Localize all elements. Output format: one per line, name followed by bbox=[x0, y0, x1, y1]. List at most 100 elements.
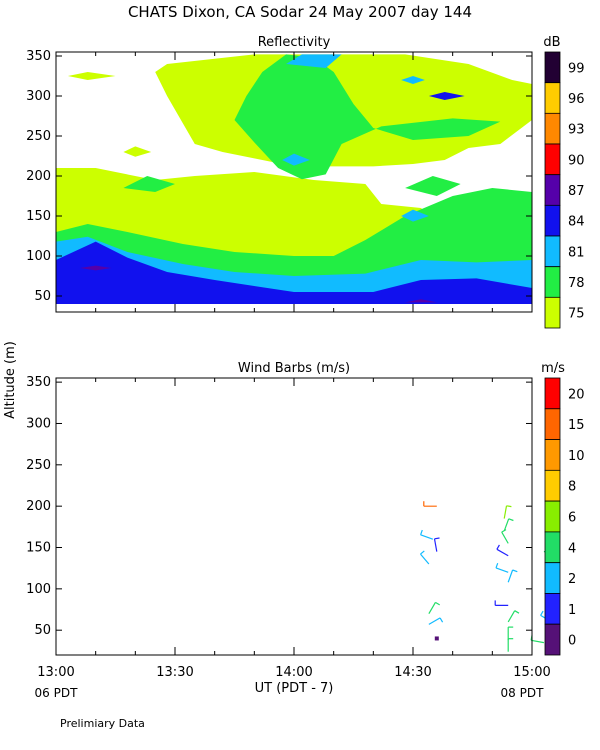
legend-swatch bbox=[544, 469, 561, 502]
wind-barb-flag bbox=[420, 550, 425, 555]
legend-label: 90 bbox=[568, 153, 585, 168]
legend-swatch bbox=[544, 408, 561, 440]
legend-swatch bbox=[544, 51, 561, 84]
wind-barb bbox=[428, 617, 441, 625]
legend-swatch bbox=[544, 377, 561, 410]
footer-note: Prelimiary Data bbox=[60, 717, 145, 730]
wind-barb bbox=[420, 553, 430, 565]
wind-barb bbox=[495, 567, 509, 573]
contour-region-78 bbox=[405, 176, 461, 196]
wind-barb bbox=[496, 548, 509, 557]
contour-region-87 bbox=[79, 265, 112, 271]
wind-barb-flag bbox=[540, 610, 544, 616]
legend-label: 4 bbox=[568, 541, 576, 556]
legend-label: 75 bbox=[568, 307, 585, 322]
wind-barb bbox=[420, 534, 434, 540]
wind-barb-flag bbox=[512, 569, 518, 573]
legend-swatch bbox=[544, 112, 561, 145]
contour-region-78 bbox=[123, 176, 175, 192]
x-tick-label: 14:30 bbox=[394, 665, 431, 680]
y-tick-label: 350 bbox=[26, 375, 51, 390]
y-tick-label: 100 bbox=[26, 582, 51, 597]
windbarb-frame bbox=[55, 377, 533, 656]
contour-region-75 bbox=[67, 72, 116, 80]
wind-barb bbox=[503, 518, 510, 532]
wind-barb bbox=[428, 602, 436, 614]
windbarb-legend-title: m/s bbox=[541, 361, 565, 376]
wind-barb bbox=[507, 610, 516, 623]
legend-swatch bbox=[544, 593, 561, 625]
wind-barb-flag bbox=[439, 617, 444, 623]
y-tick-label: 50 bbox=[34, 289, 51, 304]
legend-swatch bbox=[544, 439, 561, 471]
wind-barb bbox=[433, 538, 438, 552]
legend-label: 8 bbox=[568, 480, 576, 495]
contour-region-81 bbox=[282, 153, 310, 166]
wind-barb-flag bbox=[435, 601, 441, 606]
legend-swatch bbox=[544, 174, 561, 206]
x-axis-label: UT (PDT - 7) bbox=[255, 681, 334, 696]
legend-label: 93 bbox=[568, 123, 585, 138]
contour-region-81 bbox=[286, 54, 342, 68]
legend-label: 6 bbox=[568, 511, 576, 526]
contour-region-84 bbox=[428, 92, 465, 100]
legend-label: 96 bbox=[568, 92, 585, 107]
y-tick-label: 300 bbox=[26, 89, 51, 104]
y-tick-label: 100 bbox=[26, 249, 51, 264]
legend-label: 10 bbox=[568, 449, 585, 464]
y-tick-label: 150 bbox=[26, 209, 51, 224]
wind-barb bbox=[503, 505, 508, 519]
wind-barb bbox=[507, 569, 514, 583]
wind-barb-flag bbox=[506, 505, 512, 508]
y-tick-label: 300 bbox=[26, 416, 51, 431]
x-tick-label: 13:30 bbox=[156, 665, 193, 680]
contour-region-78 bbox=[234, 54, 501, 180]
local-time-right: 08 PDT bbox=[501, 686, 545, 700]
legend-swatch bbox=[544, 531, 561, 564]
y-tick-label: 50 bbox=[34, 623, 51, 638]
wind-barb bbox=[530, 639, 545, 644]
legend-swatch bbox=[544, 143, 561, 176]
wind-barb-flag bbox=[508, 518, 514, 522]
legend-label: 81 bbox=[568, 245, 585, 260]
contour-region-87 bbox=[405, 299, 437, 303]
y-tick-label: 200 bbox=[26, 169, 51, 184]
wind-barb-flag bbox=[420, 529, 423, 536]
legend-label: 99 bbox=[568, 61, 585, 76]
legend-swatch bbox=[544, 204, 561, 237]
legend-swatch bbox=[544, 296, 561, 329]
wind-barb-flag bbox=[514, 610, 520, 614]
wind-barb bbox=[501, 531, 509, 544]
x-tick-label: 14:00 bbox=[275, 665, 312, 680]
y-tick-label: 350 bbox=[26, 49, 51, 64]
legend-label: 0 bbox=[568, 634, 576, 649]
y-tick-label: 250 bbox=[26, 458, 51, 473]
wind-barb-flag bbox=[501, 529, 507, 533]
y-axis-label: Altitude (m) bbox=[3, 341, 18, 419]
reflectivity-title: Reflectivity bbox=[258, 35, 331, 50]
wind-barb-calm bbox=[434, 636, 439, 641]
wind-barb-flag bbox=[495, 562, 499, 569]
legend-label: 84 bbox=[568, 215, 585, 230]
windbarb-title: Wind Barbs (m/s) bbox=[238, 361, 350, 376]
local-time-left: 06 PDT bbox=[35, 686, 79, 700]
y-tick-label: 200 bbox=[26, 499, 51, 514]
legend-swatch bbox=[544, 235, 561, 268]
wind-barb-flag bbox=[496, 544, 500, 550]
x-tick-label: 15:00 bbox=[513, 665, 550, 680]
y-tick-label: 150 bbox=[26, 541, 51, 556]
contour-region-75 bbox=[123, 146, 152, 157]
legend-label: 15 bbox=[568, 418, 585, 433]
contour-region-81 bbox=[401, 209, 429, 222]
contour-region-81 bbox=[401, 76, 425, 84]
contour-region-84 bbox=[56, 241, 532, 304]
legend-label: 87 bbox=[568, 184, 585, 199]
legend-swatch bbox=[544, 500, 561, 533]
legend-swatch bbox=[544, 82, 561, 114]
legend-swatch bbox=[544, 562, 561, 594]
main-title: CHATS Dixon, CA Sodar 24 May 2007 day 14… bbox=[128, 3, 472, 21]
legend-swatch bbox=[544, 623, 561, 656]
legend-label: 20 bbox=[568, 387, 585, 402]
y-tick-label: 250 bbox=[26, 129, 51, 144]
